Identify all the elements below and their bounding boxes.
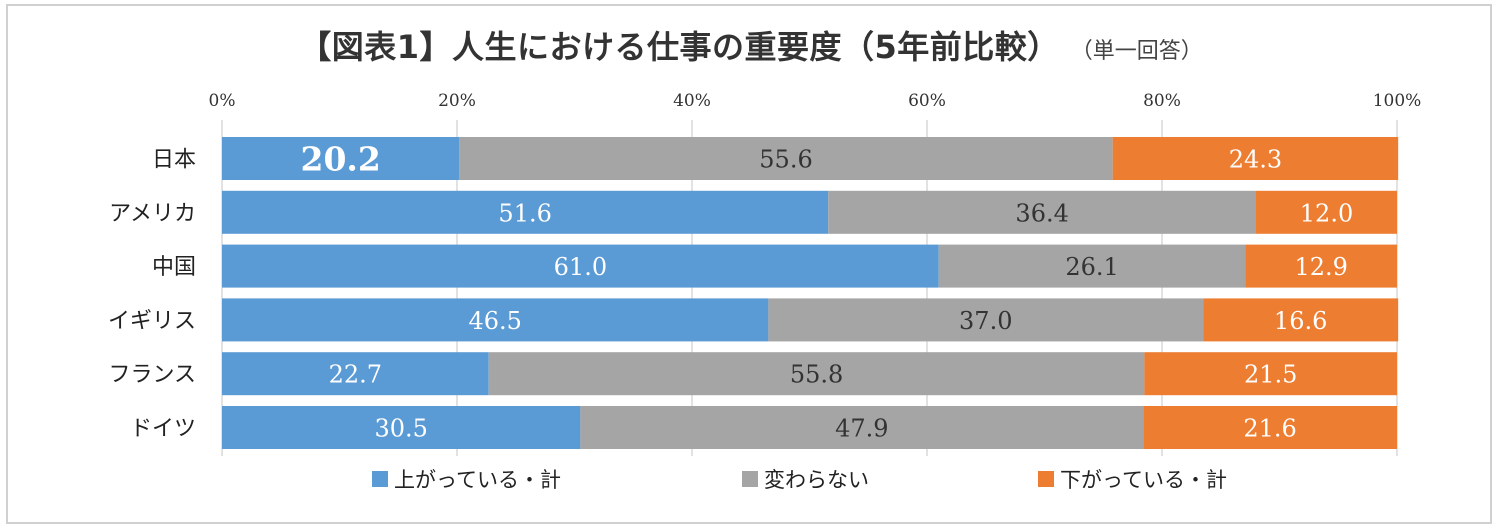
bar-segment [1256, 190, 1397, 234]
chart-title: 【図表1】人生における仕事の重要度（5年前比較） [299, 28, 1060, 66]
bar-segment [222, 406, 581, 449]
bar-segment [222, 137, 460, 180]
data-label: 24.3 [1229, 146, 1282, 174]
bar-segment [222, 298, 769, 342]
data-label: 55.8 [790, 361, 843, 389]
data-label: 51.6 [498, 199, 551, 227]
category-label: ドイツ [130, 417, 196, 442]
x-tick-label: 60% [908, 91, 946, 111]
x-tick-label: 0% [209, 91, 236, 111]
data-label: 37.0 [959, 307, 1012, 335]
bar-segment [768, 298, 1204, 342]
bar-segment [1245, 244, 1397, 288]
legend-label: 上がっている・計 [394, 468, 561, 492]
x-tick-label: 80% [1143, 91, 1181, 111]
data-label: 12.9 [1294, 253, 1347, 281]
data-label: 12.0 [1300, 199, 1353, 227]
data-label: 21.6 [1243, 415, 1296, 443]
category-label: アメリカ [109, 201, 196, 226]
x-tick-label: 40% [673, 91, 711, 111]
bar-segment [459, 137, 1113, 180]
bar-segment [828, 190, 1256, 234]
chart-title-row: 【図表1】人生における仕事の重要度（5年前比較） （単一回答） [8, 22, 1494, 68]
x-tick-label: 100% [1373, 91, 1422, 111]
category-label: 日本 [152, 148, 196, 173]
legend-swatch [742, 471, 758, 487]
data-label: 61.0 [554, 253, 607, 281]
bar-segment [222, 190, 829, 234]
data-label: 26.1 [1065, 253, 1118, 281]
bar-segment [938, 244, 1246, 288]
bar-segment [222, 352, 489, 396]
bar-segment [488, 352, 1145, 396]
data-label: 36.4 [1015, 199, 1068, 227]
category-label: イギリス [108, 309, 196, 334]
data-label: 46.5 [468, 307, 521, 335]
bar-segment [580, 406, 1144, 449]
data-label: 22.7 [329, 361, 382, 389]
data-label: 47.9 [835, 415, 888, 443]
bar-segment [1143, 406, 1397, 449]
data-label: 21.5 [1244, 361, 1297, 389]
legend-label: 変わらない [764, 468, 869, 492]
category-label: 中国 [152, 255, 196, 280]
bar-segment [222, 244, 939, 288]
data-label: 16.6 [1274, 307, 1327, 335]
bar-segment [1112, 137, 1399, 180]
legend-swatch [372, 471, 388, 487]
bar-segment [1203, 298, 1399, 342]
chart-subtitle: （単一回答） [1081, 39, 1203, 64]
category-label: フランス [108, 363, 196, 388]
legend-label: 下がっている・計 [1060, 468, 1227, 492]
legend-swatch [1038, 471, 1054, 487]
data-label: 20.2 [300, 140, 380, 179]
x-tick-label: 20% [438, 91, 476, 111]
bar-segment [1144, 352, 1397, 396]
data-label: 30.5 [374, 415, 427, 443]
data-label: 55.6 [759, 146, 812, 174]
